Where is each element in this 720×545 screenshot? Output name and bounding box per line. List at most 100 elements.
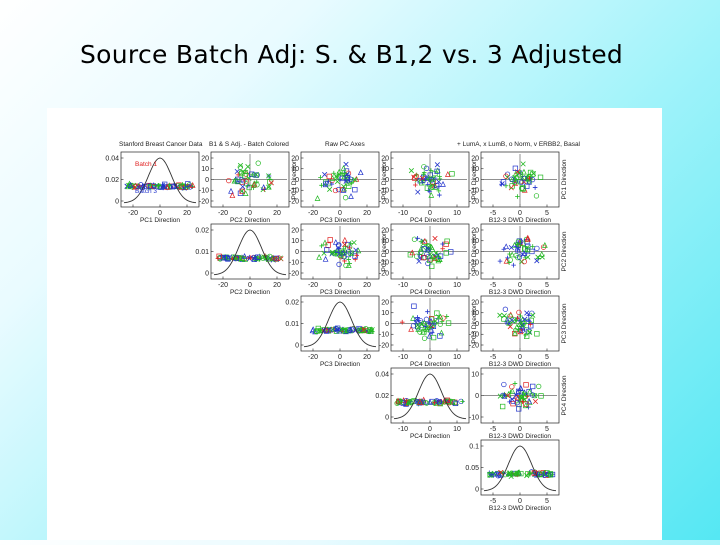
point-x	[333, 173, 340, 179]
point-circle	[243, 181, 250, 187]
point-circle	[254, 172, 260, 178]
point-triangle	[501, 393, 508, 399]
point-plus	[512, 381, 518, 386]
point-plus	[513, 177, 519, 182]
point-circle	[413, 173, 419, 179]
point-circle	[431, 320, 437, 327]
y-axis-label: PC2 Direction	[561, 231, 568, 271]
point-triangle	[395, 397, 401, 404]
x-axis-label: PC4 Direction	[410, 433, 450, 440]
x-axis-label: PC3 Direction	[320, 289, 360, 296]
point-x	[321, 250, 327, 256]
point-plus	[328, 250, 334, 255]
y-tick-label: -10	[289, 260, 299, 267]
point-plus	[415, 236, 420, 241]
point-circle	[423, 165, 430, 171]
point-plus	[422, 324, 428, 329]
point-triangle	[241, 253, 248, 259]
point-triangle	[517, 328, 524, 335]
legend-batch1: Batch 1	[135, 161, 157, 168]
point-plus	[429, 330, 435, 335]
point-square	[446, 398, 452, 404]
panel-frame	[120, 151, 200, 208]
point-triangle	[519, 316, 526, 323]
y-tick-label: -20	[379, 198, 389, 205]
y-tick-label: -10	[379, 260, 389, 267]
x-tick-label: 20	[273, 210, 281, 217]
x-tick-label: 0	[518, 354, 522, 361]
point-triangle	[409, 249, 416, 256]
x-tick-label: 0	[428, 282, 432, 289]
x-tick-label: 5	[545, 210, 549, 217]
point-x	[416, 258, 422, 264]
point-plus	[515, 194, 520, 199]
point-triangle	[512, 180, 518, 186]
point-circle	[536, 383, 542, 390]
point-x	[411, 174, 417, 180]
point-square	[239, 188, 245, 195]
point-circle	[346, 249, 352, 255]
point-x	[497, 312, 503, 318]
point-circle	[335, 242, 342, 248]
point-circle	[411, 236, 418, 242]
point-square	[344, 175, 350, 181]
symbols-label: + LumA, x LumB, o Norm, v ERBB2, Basal	[457, 141, 581, 148]
point-plus	[318, 175, 323, 180]
x-axis-label: PC1 Direction	[140, 217, 180, 224]
y-tick-label: 20	[381, 299, 389, 306]
y-axis-label: PC1 Direction	[471, 159, 478, 199]
point-plus	[526, 317, 532, 323]
point-plus	[427, 188, 433, 194]
y-tick-label: 0.01	[195, 249, 209, 256]
point-circle	[440, 315, 446, 321]
point-square	[352, 253, 358, 259]
point-triangle	[526, 388, 533, 395]
x-tick-label: 5	[545, 498, 549, 505]
y-tick-label: 10	[471, 371, 479, 378]
y-tick-label: 0	[295, 177, 299, 184]
point-circle	[243, 178, 249, 184]
point-triangle	[521, 250, 527, 256]
point-triangle	[408, 326, 414, 332]
x-tick-label: -5	[490, 354, 496, 361]
point-square	[146, 182, 152, 189]
point-plus	[460, 399, 465, 404]
point-x	[268, 180, 274, 186]
point-plus	[507, 399, 512, 405]
point-triangle	[423, 326, 430, 333]
point-x	[509, 317, 515, 323]
point-triangle	[337, 251, 344, 258]
point-x	[526, 329, 533, 335]
point-triangle	[428, 191, 435, 198]
point-circle	[421, 177, 427, 184]
point-circle	[514, 248, 521, 254]
point-circle	[428, 177, 435, 183]
point-triangle	[512, 329, 518, 336]
x-tick-label: -5	[490, 498, 496, 505]
point-circle	[534, 245, 540, 252]
point-square	[437, 253, 444, 259]
point-circle	[533, 193, 540, 199]
x-tick-label: 20	[363, 282, 371, 289]
y-tick-label: 10	[381, 166, 389, 173]
point-plus	[506, 260, 512, 265]
y-tick-label: 10	[471, 310, 479, 317]
point-circle	[238, 169, 245, 176]
point-plus	[156, 183, 161, 188]
y-tick-label: 10	[471, 166, 479, 173]
point-square	[517, 172, 523, 178]
point-plus	[251, 185, 256, 190]
point-plus	[516, 245, 521, 250]
point-square	[430, 323, 437, 330]
point-plus	[436, 188, 442, 194]
point-triangle	[127, 181, 134, 188]
point-triangle	[503, 257, 510, 264]
x-tick-label: 10	[453, 282, 461, 289]
point-x	[237, 162, 244, 169]
point-triangle	[509, 387, 516, 394]
point-square	[420, 254, 427, 261]
point-x	[327, 186, 333, 192]
point-plus	[514, 471, 520, 476]
point-circle	[529, 392, 536, 398]
